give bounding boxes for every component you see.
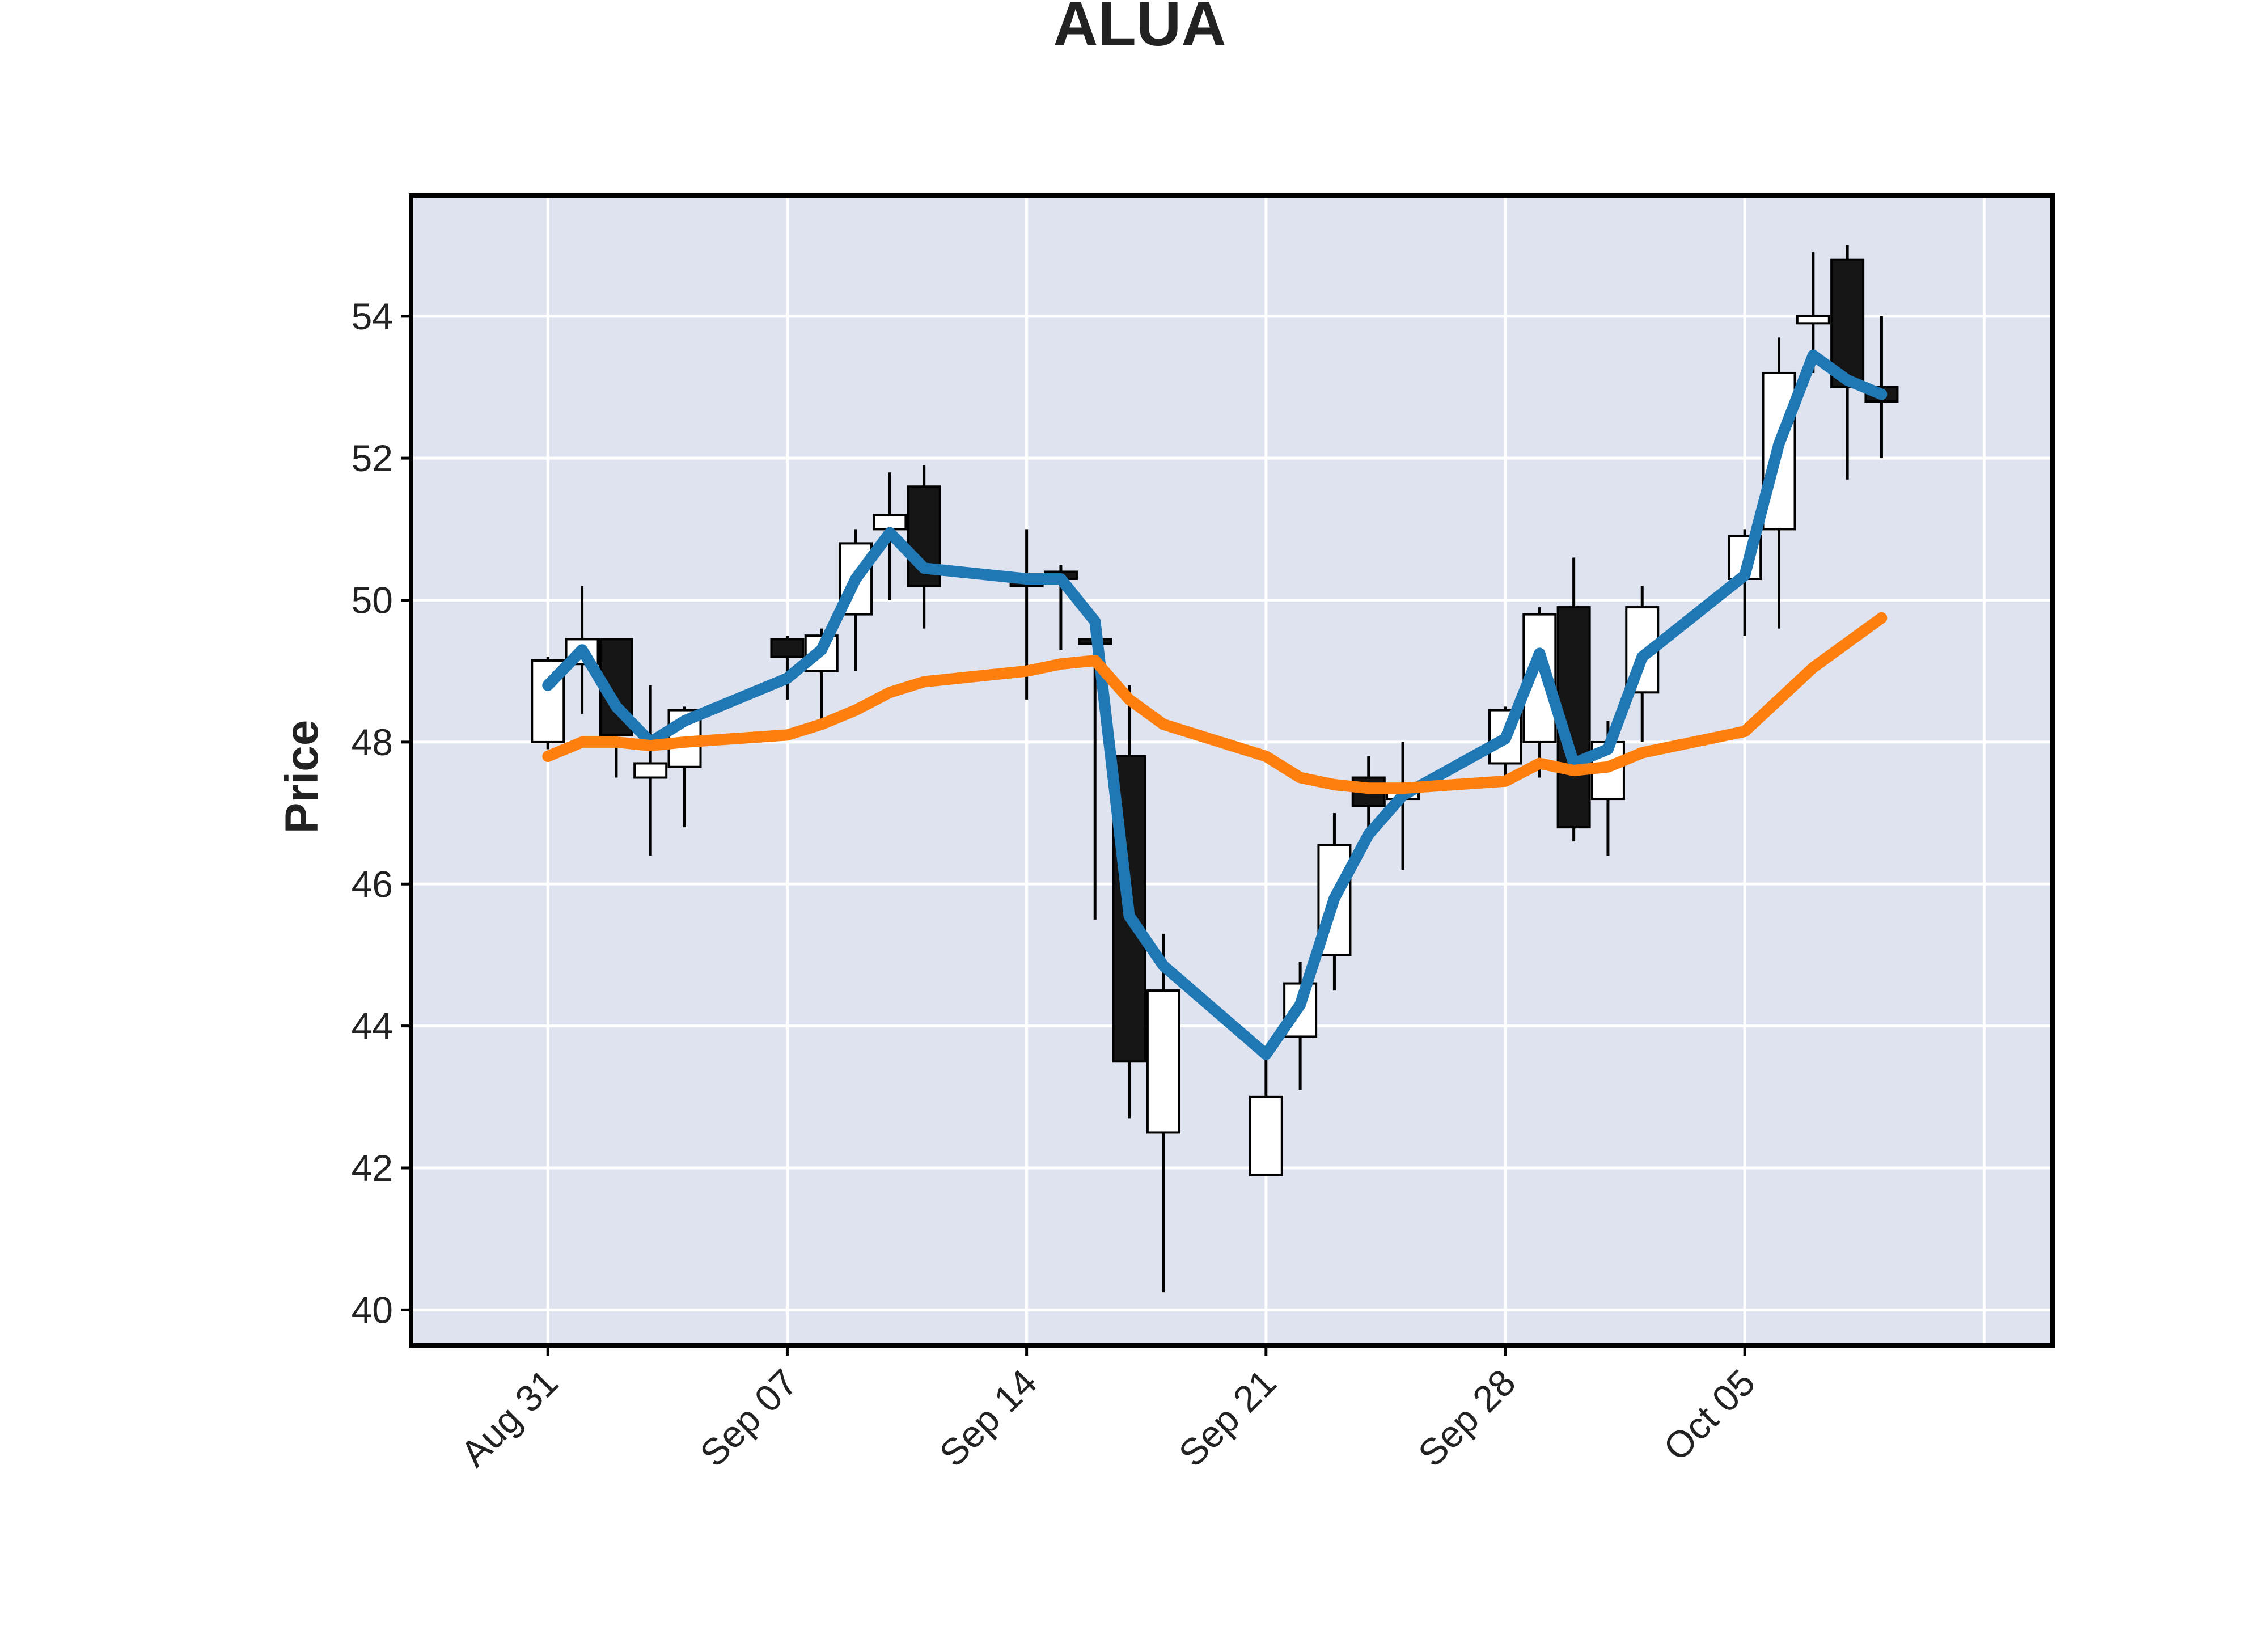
y-tick-label: 50 [352,579,393,621]
x-tick-label: Sep 28 [1410,1361,1524,1475]
candle-body-down [1830,258,1865,388]
candle [770,636,805,700]
chart-title: ALUA [1053,0,1226,59]
candle [1556,557,1591,842]
y-tick-label: 52 [352,437,393,479]
candle-body-down [770,638,805,658]
candle [1249,1054,1283,1176]
candle [633,685,668,856]
candle [1146,933,1180,1293]
candle-body-up [1249,1095,1283,1176]
candle-body-up [633,762,668,779]
moving-average-lines [542,349,1888,1060]
y-tick-label: 46 [352,863,393,905]
y-tick-label: 44 [352,1005,393,1047]
y-axis-ticks: 40 42 44 46 48 50 52 54 [352,295,411,1331]
y-tick-label: 54 [352,295,393,337]
y-tick-label: 48 [352,721,393,763]
moving-average-line-1 [542,349,1888,1060]
moving-average-line-2 [542,612,1888,794]
candles [531,245,1899,1293]
x-tick-label: Sep 14 [931,1361,1044,1475]
candle [1830,245,1865,480]
candle-body-up [873,514,907,531]
x-tick-label: Sep 07 [692,1361,805,1475]
x-tick-label: Aug 31 [452,1361,566,1475]
y-axis-label: Price [276,720,328,834]
x-tick-label: Sep 21 [1170,1361,1284,1475]
candle-body-up [1796,315,1830,325]
candle-body-up [1146,989,1180,1134]
x-axis-ticks: Aug 31 Sep 07 Sep 14 Sep 21 Sep 28 Oct 05 [452,1345,1763,1475]
y-tick-label: 40 [352,1289,393,1331]
y-tick-label: 42 [352,1147,393,1189]
x-tick-label: Oct 05 [1655,1361,1763,1469]
plot-frame [409,193,2055,1348]
